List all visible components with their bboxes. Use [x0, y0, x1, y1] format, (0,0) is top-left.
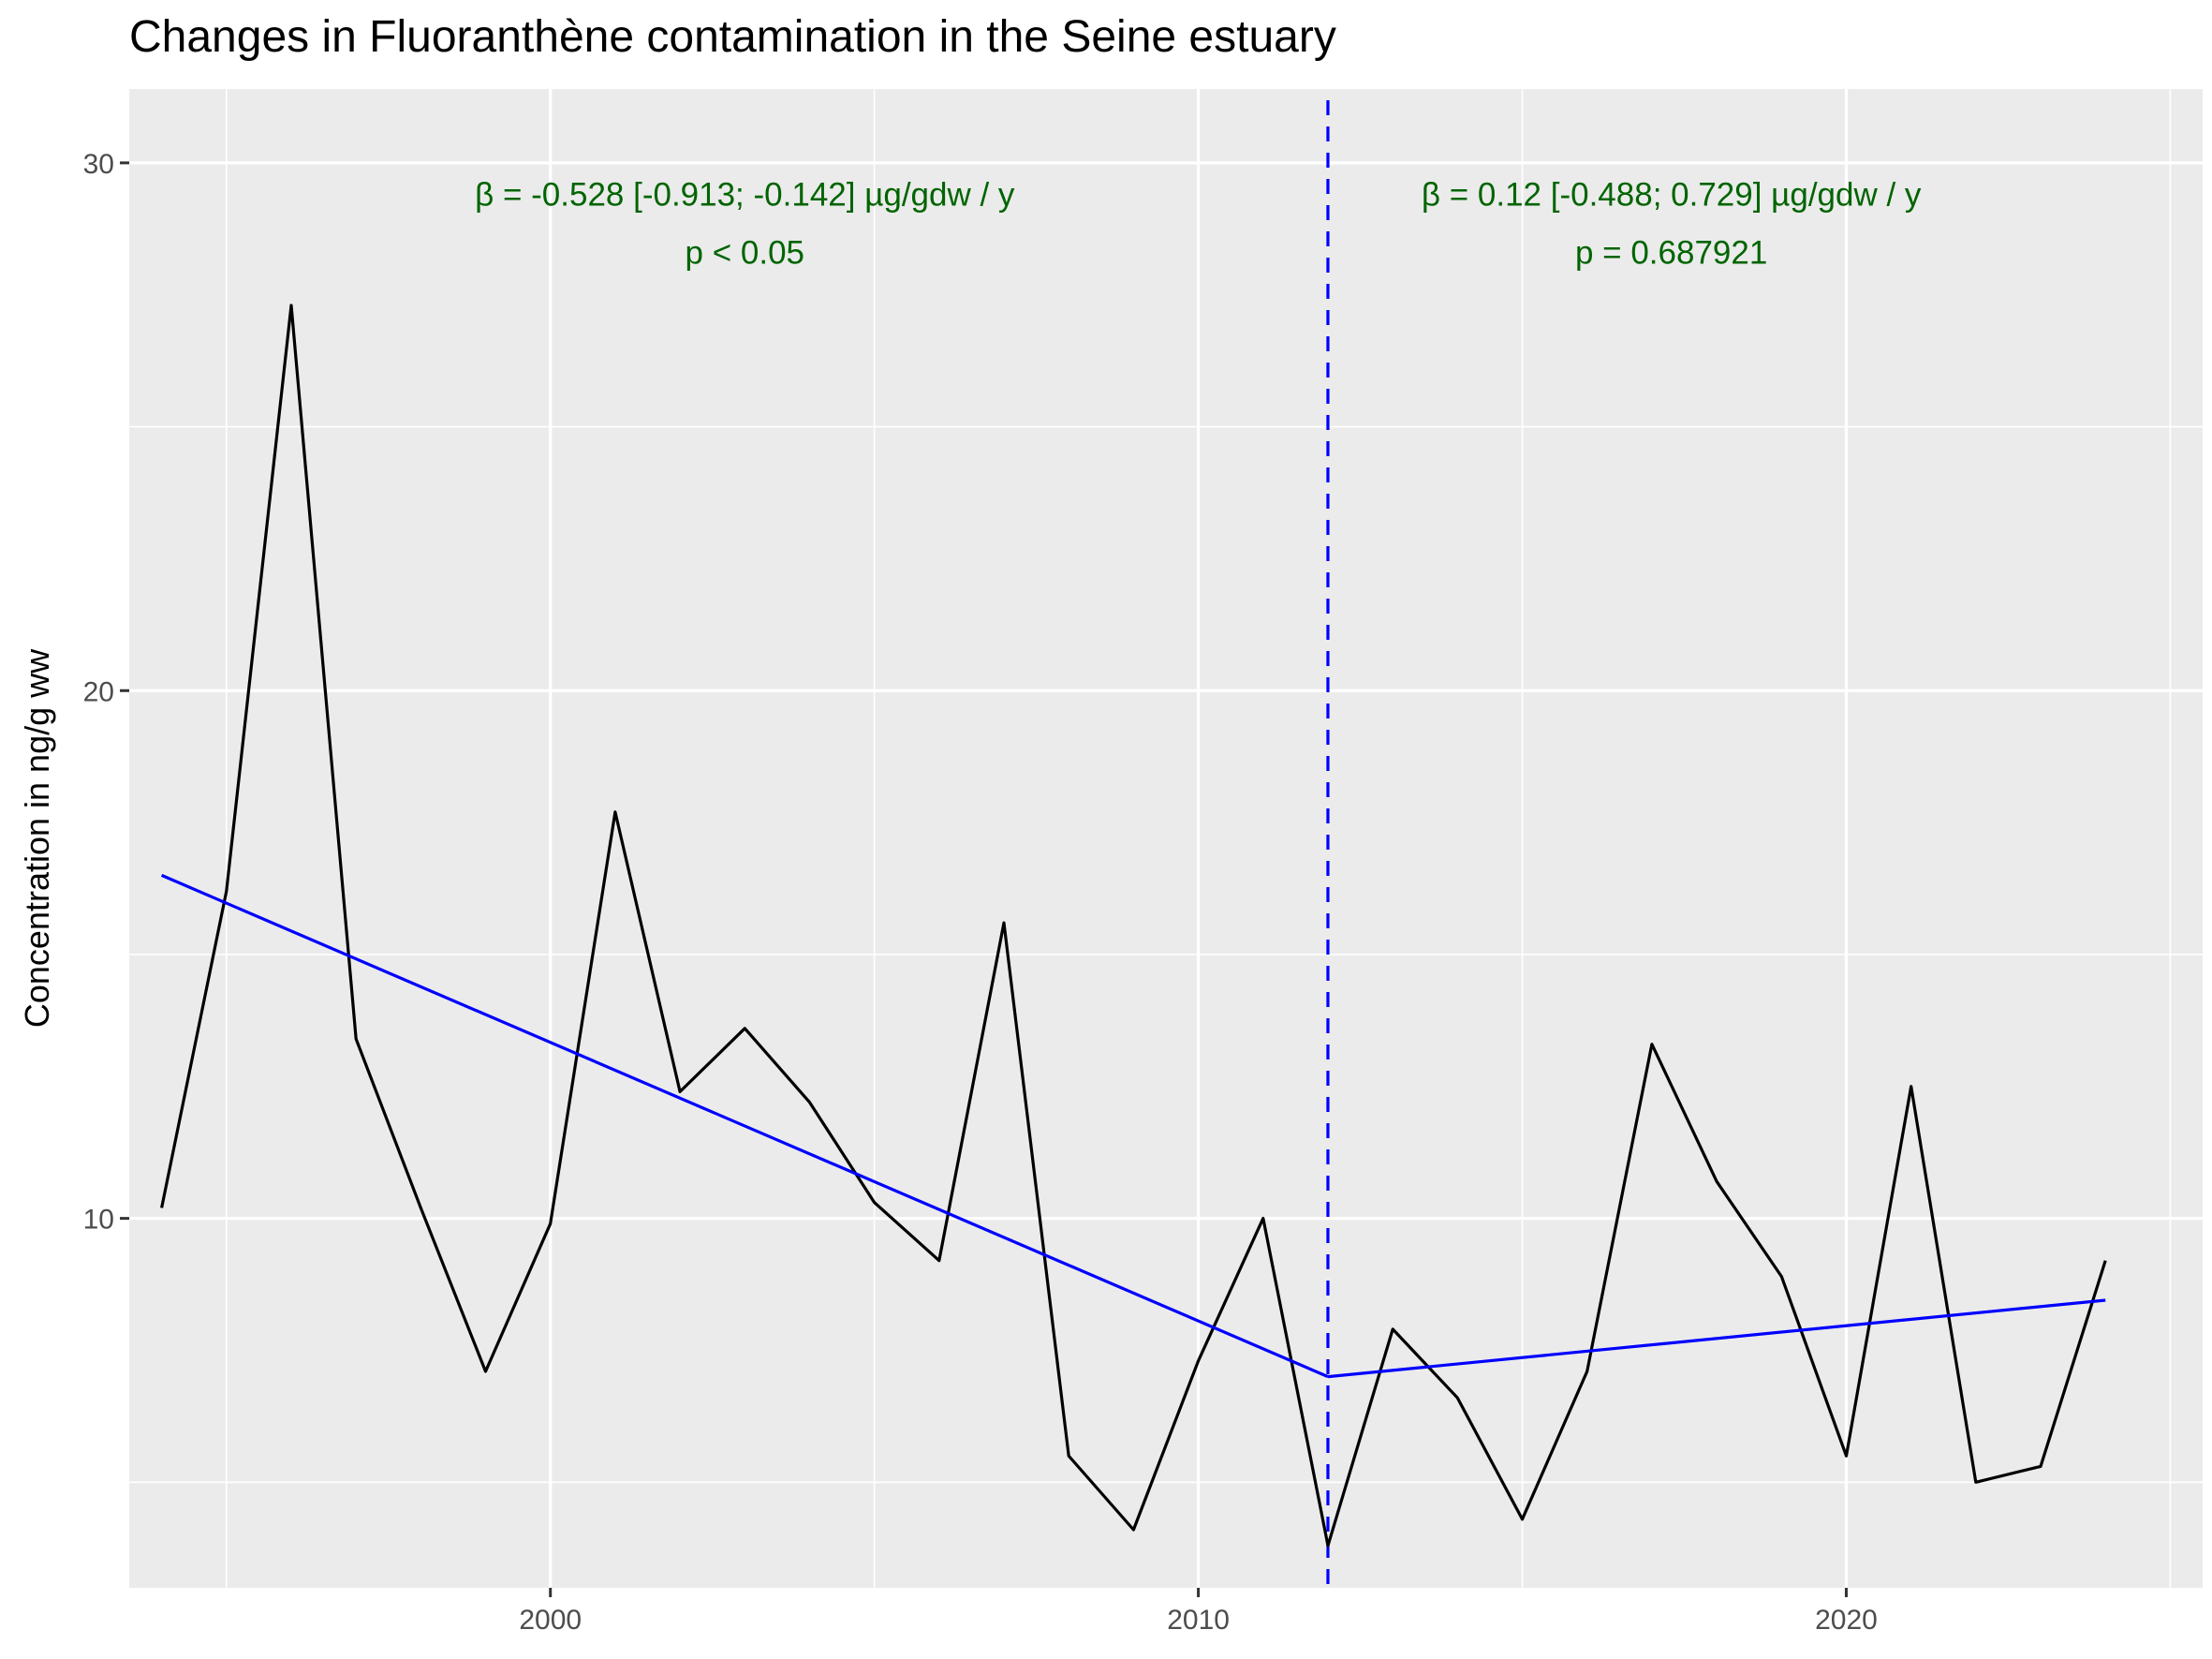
axes: 10 20 30 2000 2010 2020	[83, 149, 1878, 1636]
y-tick-label: 30	[83, 149, 114, 180]
plot-panel	[129, 89, 2203, 1588]
trend-annotation-2-coefficient: β = 0.12 [-0.488; 0.729] µg/gdw / y	[1422, 177, 1922, 214]
y-tick-label: 20	[83, 676, 114, 707]
x-tick-label: 2000	[519, 1605, 582, 1636]
trend-line-segment-1	[160, 873, 1329, 1379]
trend-annotation-1-pvalue: p < 0.05	[686, 235, 804, 272]
chart-title: Changes in Fluoranthène contamination in…	[129, 12, 1336, 62]
y-tick-label: 10	[83, 1205, 114, 1236]
trend-annotation-2-pvalue: p = 0.687921	[1575, 235, 1767, 272]
annotations: β = -0.528 [-0.913; -0.142] µg/gdw / y p …	[475, 177, 1922, 272]
y-axis-label: Concentration in ng/g ww	[18, 648, 56, 1028]
concentration-series-line	[160, 304, 2107, 1548]
series-lines	[160, 100, 2107, 1588]
trend-line-segment-2	[1327, 1298, 2106, 1379]
trend-annotation-1-coefficient: β = -0.528 [-0.913; -0.142] µg/gdw / y	[475, 177, 1015, 214]
x-tick-label: 2010	[1167, 1605, 1230, 1636]
grid-lines	[129, 89, 2203, 1588]
x-tick-label: 2020	[1815, 1605, 1878, 1636]
